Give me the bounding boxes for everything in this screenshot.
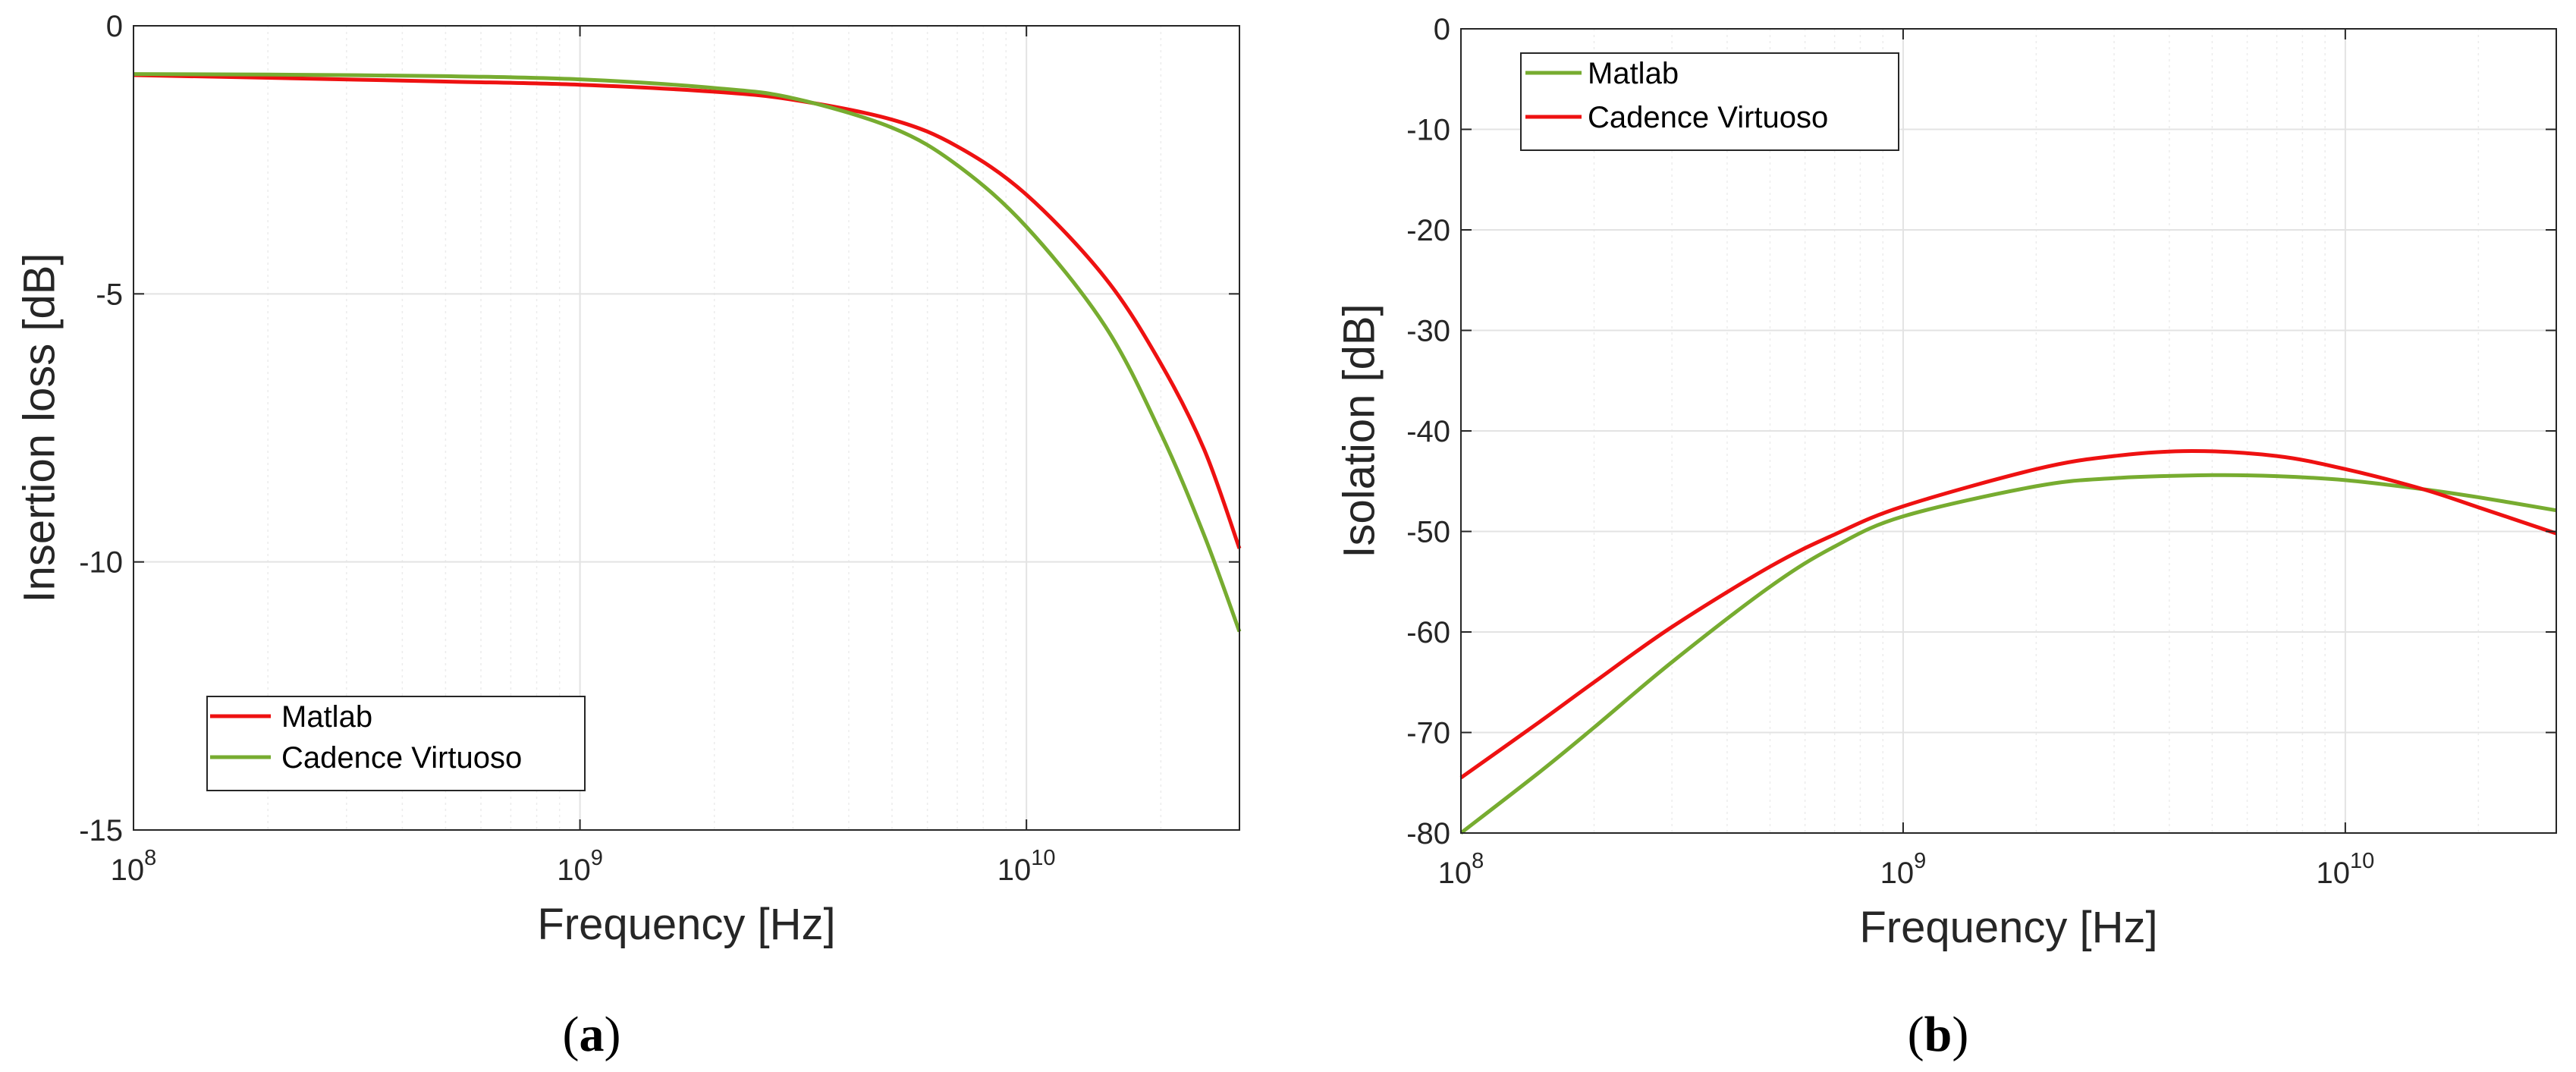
legend-label: Matlab	[281, 700, 372, 734]
series-line-matlab	[1459, 473, 2557, 835]
x-tick-label: 1010	[997, 846, 1056, 887]
legend-label: Cadence Virtuoso	[1588, 101, 1828, 134]
series-line-matlab	[133, 73, 1242, 549]
y-tick-label: 0	[106, 10, 123, 43]
y-axis-label: Insertion loss [dB]	[15, 253, 64, 603]
series-line-cadence-virtuoso	[1459, 449, 2557, 780]
y-tick-label: -40	[1406, 415, 1450, 448]
y-tick-label: -5	[96, 278, 123, 311]
y-tick-label: -10	[79, 546, 123, 580]
panel-caption: (a)	[563, 1007, 621, 1062]
y-tick-label: -30	[1406, 315, 1450, 348]
axes-box	[133, 25, 1240, 831]
y-tick-label: -60	[1406, 616, 1450, 649]
x-tick-label: 108	[111, 846, 157, 887]
x-tick-label: 109	[557, 846, 603, 887]
x-axis-label: Frequency [Hz]	[537, 900, 835, 949]
x-axis-label: Frequency [Hz]	[1859, 903, 2157, 952]
legend-label: Matlab	[1588, 57, 1679, 90]
legend-label: Cadence Virtuoso	[281, 741, 522, 775]
x-tick-label: 108	[1438, 849, 1484, 890]
y-tick-label: -20	[1406, 214, 1450, 247]
x-tick-label: 109	[1880, 849, 1927, 890]
y-tick-label: -50	[1406, 516, 1450, 549]
series-line-cadence-virtuoso	[133, 72, 1242, 633]
y-tick-label: -15	[79, 814, 123, 847]
y-axis-label: Isolation [dB]	[1335, 303, 1384, 558]
y-tick-label: -80	[1406, 817, 1450, 850]
legend-box	[206, 696, 586, 791]
y-tick-label: 0	[1434, 13, 1450, 46]
x-tick-label: 1010	[2316, 849, 2374, 890]
y-tick-label: -70	[1406, 717, 1450, 750]
legend-box	[1520, 52, 1899, 151]
legend: Matlab Cadence Virtuoso	[1520, 52, 1899, 151]
panel-caption: (b)	[1908, 1007, 1969, 1062]
y-tick-label: -10	[1406, 114, 1450, 147]
legend: Matlab Cadence Virtuoso	[206, 696, 586, 791]
